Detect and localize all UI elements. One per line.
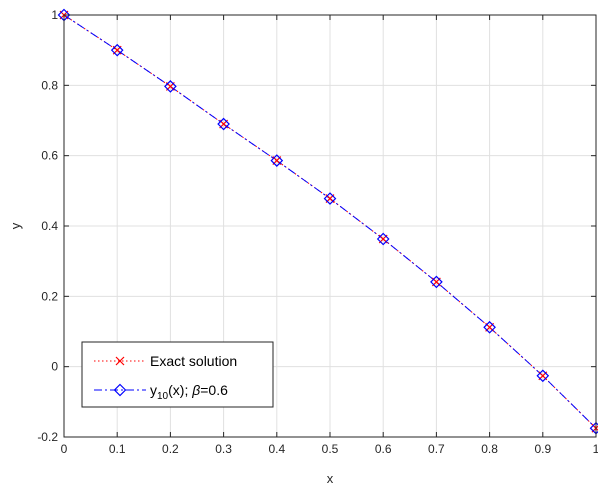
data-point-diamond-marker xyxy=(110,43,124,57)
data-point-diamond-marker xyxy=(217,117,230,131)
legend-marker-exact xyxy=(115,356,125,366)
x-tick-label: 0.4 xyxy=(268,442,285,456)
y-tick-label: 1 xyxy=(51,8,58,22)
x-axis-label: x xyxy=(327,471,334,486)
x-tick-label: 0.7 xyxy=(428,442,445,456)
legend-box xyxy=(81,341,274,408)
series-group xyxy=(57,8,598,435)
data-point-diamond-marker xyxy=(536,369,550,383)
data-point-diamond-marker xyxy=(376,232,390,246)
y-tick-label: 0 xyxy=(51,360,58,374)
data-point-diamond-marker xyxy=(323,192,337,205)
legend: Exact solution y10(x); β=0.6 xyxy=(81,341,274,408)
x-tick-label: 0.9 xyxy=(534,442,551,456)
series-line-1 xyxy=(63,14,597,429)
legend-label-approx: y10(x); β=0.6 xyxy=(150,382,228,402)
tick-labels: 0 0.1 0.2 0.3 0.4 0.5 0.6 0.7 0.8 0.9 1-0.200.20.4… xyxy=(37,8,598,456)
ticks xyxy=(63,14,597,438)
x-tick-label: 0.6 xyxy=(375,442,392,456)
y-tick-label: 0.4 xyxy=(41,219,58,233)
legend-entry-exact: Exact solution xyxy=(94,353,237,369)
x-tick-label: 0 xyxy=(61,442,68,456)
y-axis-label: y xyxy=(8,222,23,229)
data-point-diamond-marker xyxy=(430,275,443,289)
x-tick-label: 0.8 xyxy=(481,442,498,456)
x-tick-label: 0.1 xyxy=(109,442,126,456)
y-tick-label: 0.8 xyxy=(41,78,58,92)
x-tick-label: 1 xyxy=(593,442,598,456)
x-tick-label: 0.2 xyxy=(162,442,179,456)
legend-marker-approx xyxy=(113,383,127,397)
data-point-diamond-marker xyxy=(164,80,177,93)
y-tick-label: -0.2 xyxy=(37,430,58,444)
y-tick-label: 0.2 xyxy=(41,289,58,303)
legend-entry-approx: y10(x); β=0.6 xyxy=(94,382,228,402)
legend-label-exact: Exact solution xyxy=(150,353,237,369)
y-tick-label: 0.6 xyxy=(41,149,58,163)
x-tick-label: 0.5 xyxy=(322,442,339,456)
x-tick-label: 0.3 xyxy=(215,442,232,456)
data-point-diamond-marker xyxy=(483,320,496,334)
data-point-diamond-marker xyxy=(270,154,284,167)
